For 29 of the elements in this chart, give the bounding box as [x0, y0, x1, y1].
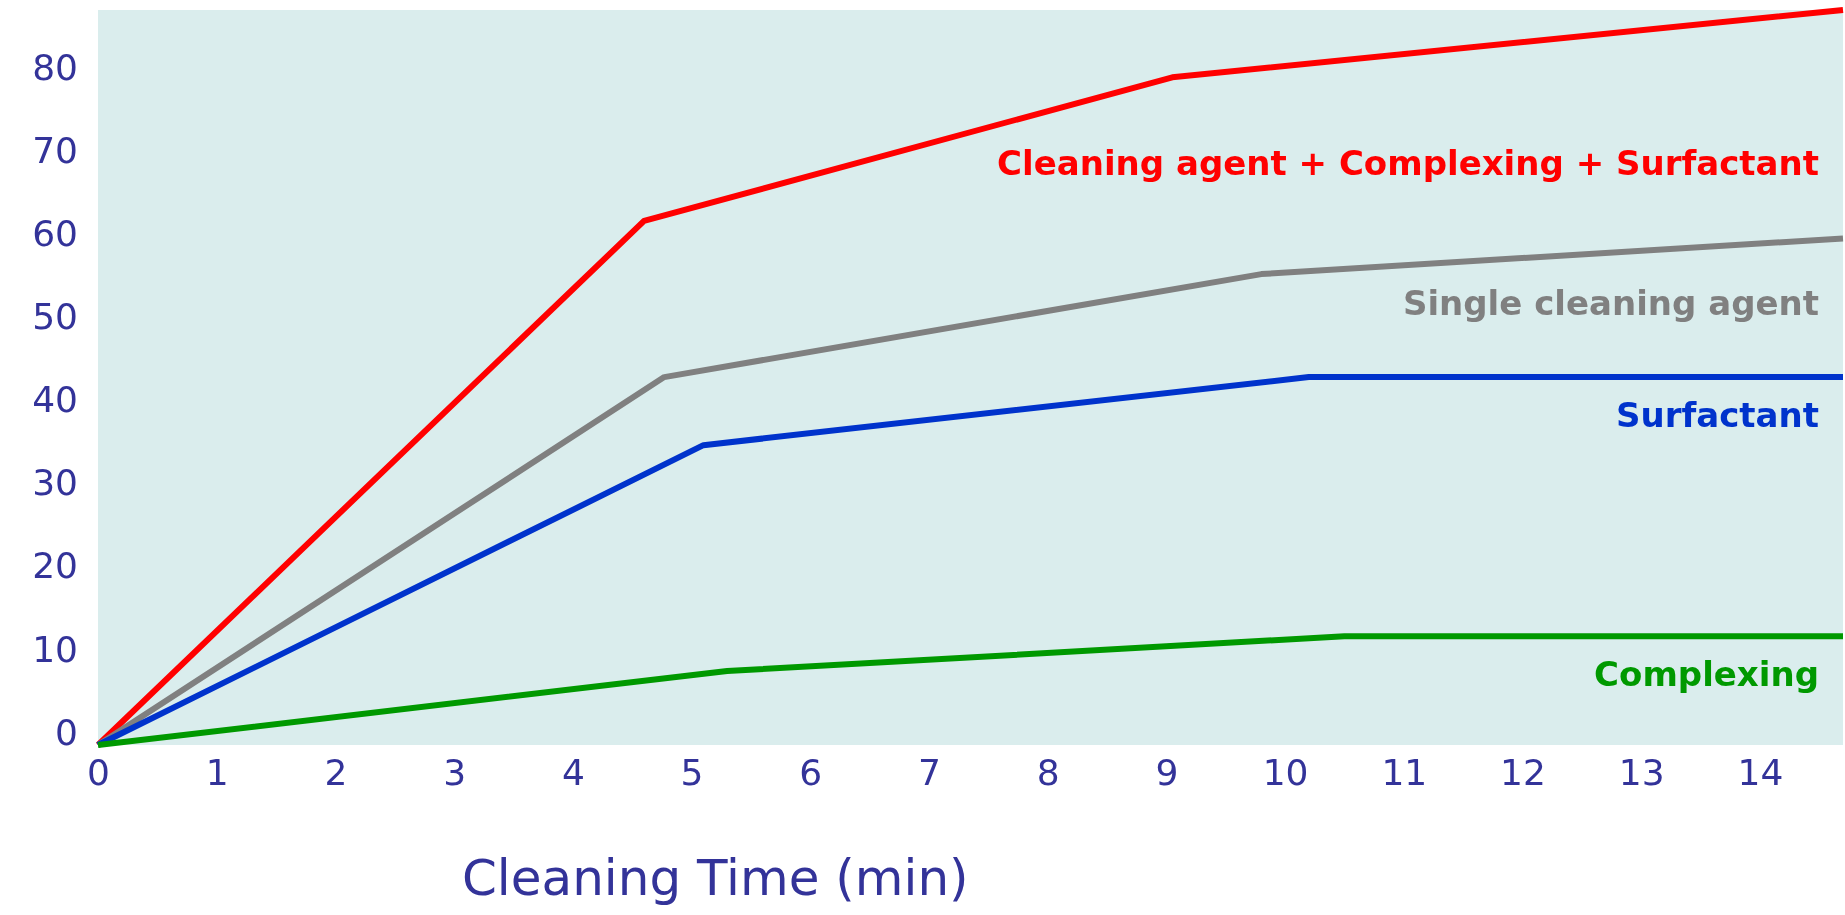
x-tick-label: 13	[1618, 751, 1665, 793]
x-tick-label: 2	[324, 751, 348, 793]
y-tick-label: 70	[32, 130, 78, 172]
x-tick-label: 8	[1036, 751, 1060, 793]
y-tick-label: 30	[32, 462, 78, 504]
x-tick-label: 0	[87, 751, 110, 793]
y-tick-label: 20	[32, 545, 78, 587]
x-tick-label: 7	[918, 751, 941, 793]
y-tick-label: 40	[32, 379, 78, 421]
y-tick-label: 10	[32, 628, 78, 670]
x-tick-label: 3	[443, 751, 467, 793]
x-tick-label: 10	[1262, 751, 1309, 793]
series-label: Single cleaning agent	[1402, 283, 1819, 324]
y-tick-label: 50	[32, 296, 78, 338]
x-tick-label: 4	[561, 751, 585, 793]
series-label: Cleaning agent + Complexing + Surfactant	[997, 142, 1819, 183]
x-tick-label: 6	[799, 751, 823, 793]
x-tick-label: 5	[680, 751, 704, 793]
x-axis-title: Cleaning Time (min)	[461, 849, 969, 907]
y-tick-label: 80	[32, 47, 78, 89]
y-tick-label: 60	[32, 213, 78, 255]
x-tick-label: 11	[1381, 751, 1428, 793]
x-tick-label: 12	[1500, 751, 1546, 793]
x-tick-label: 1	[205, 751, 229, 793]
y-tick-label: 0	[55, 711, 78, 753]
x-tick-label: 9	[1155, 751, 1179, 793]
x-tick-label: 14	[1737, 751, 1784, 793]
series-label: Surfactant	[1615, 395, 1819, 436]
series-label: Complexing	[1594, 654, 1819, 695]
